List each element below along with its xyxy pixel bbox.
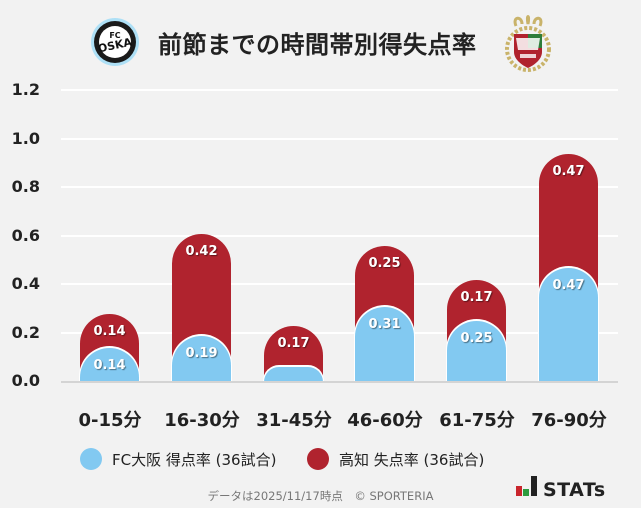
chart-legend: FC大阪 得点率 (36試合) 高知 失点率 (36試合) — [0, 448, 641, 476]
y-tick-label: 0.4 — [11, 274, 40, 293]
bar-value-label: 0.17 — [460, 289, 493, 305]
bar-value-label: 0.31 — [368, 316, 401, 332]
bar-value-label: 0.25 — [460, 331, 493, 347]
bar-value-label: 0.47 — [552, 277, 585, 293]
y-tick-label: 0.0 — [11, 371, 40, 390]
x-tick-label: 46-60分 — [347, 410, 423, 431]
fc-osaka-crest-icon: FC OSKA — [90, 17, 140, 67]
chart-plot-area: 1.2 1.0 0.8 0.6 0.4 0.2 0.0 0.14 0.14 0.42… — [11, 80, 618, 431]
kochi-united-crest-icon — [502, 14, 554, 72]
bar-fc-osaka-scored[interactable] — [355, 306, 414, 382]
gridline — [61, 283, 618, 285]
bar-fc-osaka-scored[interactable] — [172, 335, 231, 382]
x-tick-label: 16-30分 — [164, 410, 240, 431]
bar-fc-osaka-scored[interactable] — [447, 321, 506, 382]
legend-label: 高知 失点率 (36試合) — [339, 450, 485, 469]
bar-value-label: 0.17 — [277, 336, 310, 352]
gridline — [61, 89, 618, 91]
y-tick-label: 0.8 — [11, 177, 40, 196]
legend-dot-icon — [80, 448, 102, 470]
bar-value-label: 0.47 — [552, 163, 585, 179]
chart-header: FC OSKA 前節までの時間帯別得失点率 — [0, 12, 641, 72]
legend-item-fc-osaka[interactable]: FC大阪 得点率 (36試合) — [80, 448, 276, 470]
gridline — [61, 186, 618, 188]
y-tick-label: 0.2 — [11, 323, 40, 342]
x-tick-label: 76-90分 — [531, 410, 607, 431]
brand-name: STATs — [543, 479, 606, 501]
bar-chart-logo-icon — [516, 476, 538, 500]
x-tick-label: 0-15分 — [78, 410, 142, 431]
y-tick-label: 0.6 — [11, 226, 40, 245]
bar-value-label: 0.25 — [368, 255, 401, 271]
y-tick-label: 1.2 — [11, 80, 40, 99]
bar-value-label: 0.19 — [185, 345, 218, 361]
bar-value-label: 0.42 — [185, 243, 218, 259]
x-tick-label: 31-45分 — [256, 410, 332, 431]
bar-value-label: 0.14 — [93, 357, 126, 373]
x-axis-baseline — [61, 381, 618, 383]
legend-item-kochi[interactable]: 高知 失点率 (36試合) — [307, 448, 484, 470]
stats-brand-logo: STATs — [516, 476, 606, 500]
gridline — [61, 138, 618, 140]
gridline — [61, 332, 618, 334]
bar-fc-osaka-scored[interactable] — [264, 367, 323, 382]
bar-fc-osaka-scored[interactable] — [539, 267, 598, 382]
svg-text:FC: FC — [109, 31, 120, 40]
y-tick-label: 1.0 — [11, 129, 40, 148]
data-source-note: データは2025/11/17時点 © SPORTERIA — [207, 489, 434, 503]
x-tick-label: 61-75分 — [439, 410, 515, 431]
legend-dot-icon — [307, 448, 329, 470]
legend-label: FC大阪 得点率 (36試合) — [112, 450, 277, 469]
gridline — [61, 235, 618, 237]
bar-value-label: 0.14 — [93, 323, 126, 339]
chart-title: 前節までの時間帯別得失点率 — [158, 31, 477, 59]
